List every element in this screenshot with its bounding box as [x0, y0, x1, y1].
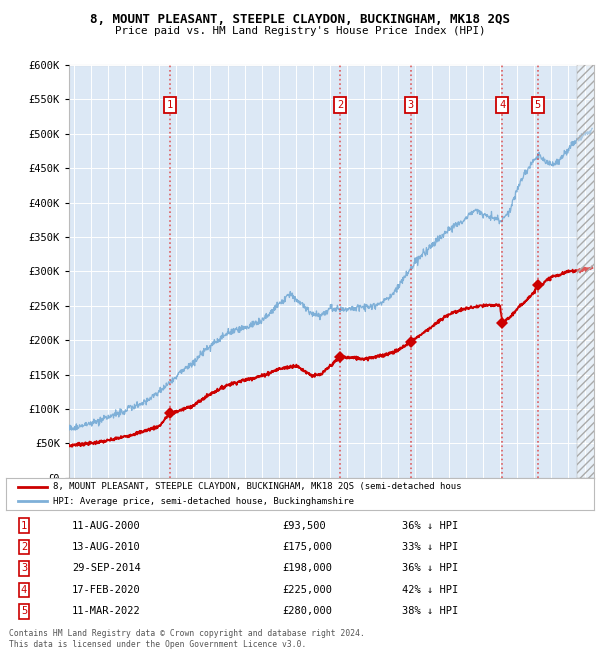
Text: £93,500: £93,500 [282, 521, 326, 530]
Text: 2: 2 [21, 542, 27, 552]
Text: 8, MOUNT PLEASANT, STEEPLE CLAYDON, BUCKINGHAM, MK18 2QS: 8, MOUNT PLEASANT, STEEPLE CLAYDON, BUCK… [90, 13, 510, 26]
Text: 5: 5 [21, 606, 27, 616]
Text: 11-AUG-2000: 11-AUG-2000 [72, 521, 141, 530]
Text: 1: 1 [167, 100, 173, 110]
Text: £225,000: £225,000 [282, 585, 332, 595]
Text: 11-MAR-2022: 11-MAR-2022 [72, 606, 141, 616]
Text: 4: 4 [499, 100, 506, 110]
Text: 42% ↓ HPI: 42% ↓ HPI [402, 585, 458, 595]
Text: 36% ↓ HPI: 36% ↓ HPI [402, 521, 458, 530]
Text: £198,000: £198,000 [282, 564, 332, 573]
Text: 33% ↓ HPI: 33% ↓ HPI [402, 542, 458, 552]
Text: 1: 1 [21, 521, 27, 530]
Text: £280,000: £280,000 [282, 606, 332, 616]
Text: Contains HM Land Registry data © Crown copyright and database right 2024.
This d: Contains HM Land Registry data © Crown c… [9, 629, 365, 649]
Text: HPI: Average price, semi-detached house, Buckinghamshire: HPI: Average price, semi-detached house,… [53, 497, 354, 506]
Text: 17-FEB-2020: 17-FEB-2020 [72, 585, 141, 595]
Text: 3: 3 [407, 100, 414, 110]
Text: £175,000: £175,000 [282, 542, 332, 552]
Text: 29-SEP-2014: 29-SEP-2014 [72, 564, 141, 573]
Text: 13-AUG-2010: 13-AUG-2010 [72, 542, 141, 552]
Text: 3: 3 [21, 564, 27, 573]
Text: 2: 2 [337, 100, 343, 110]
Text: Price paid vs. HM Land Registry's House Price Index (HPI): Price paid vs. HM Land Registry's House … [115, 26, 485, 36]
Text: 8, MOUNT PLEASANT, STEEPLE CLAYDON, BUCKINGHAM, MK18 2QS (semi-detached hous: 8, MOUNT PLEASANT, STEEPLE CLAYDON, BUCK… [53, 482, 461, 491]
Text: 4: 4 [21, 585, 27, 595]
Text: 38% ↓ HPI: 38% ↓ HPI [402, 606, 458, 616]
Text: 5: 5 [535, 100, 541, 110]
Text: 36% ↓ HPI: 36% ↓ HPI [402, 564, 458, 573]
